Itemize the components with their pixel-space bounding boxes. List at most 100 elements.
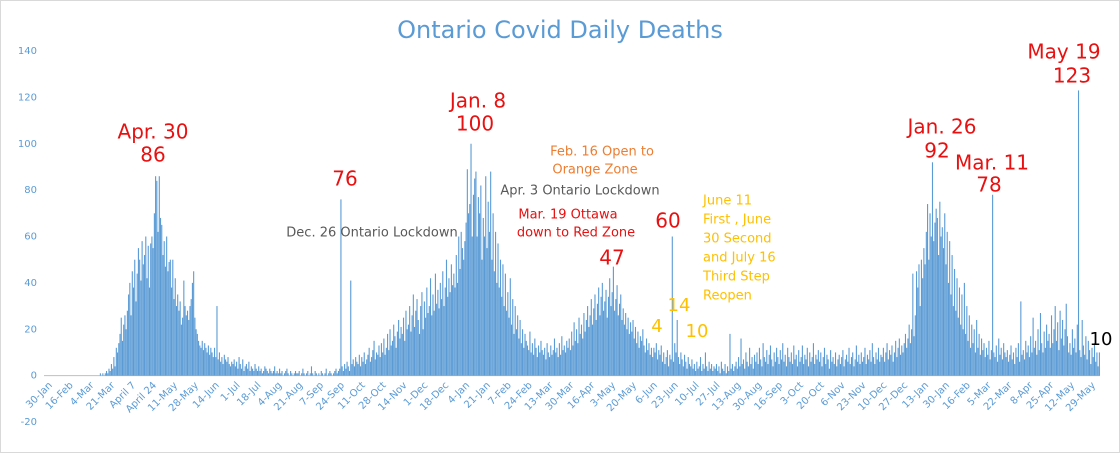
bar — [922, 278, 924, 376]
bar — [681, 359, 683, 376]
bar — [763, 357, 765, 376]
bar — [373, 340, 375, 376]
bar — [227, 357, 229, 376]
bar — [898, 338, 900, 376]
bar — [909, 343, 911, 376]
bar — [715, 364, 718, 376]
bar — [267, 373, 270, 376]
bar — [844, 359, 846, 376]
bar — [648, 343, 650, 376]
bar — [555, 352, 557, 376]
bar — [523, 347, 525, 376]
bar — [871, 343, 873, 376]
bar — [676, 319, 678, 376]
bar — [1037, 329, 1039, 376]
bar — [335, 368, 337, 376]
bar — [186, 310, 189, 376]
bar — [675, 352, 677, 376]
bar — [553, 338, 556, 376]
bar — [1036, 354, 1038, 376]
bar — [207, 345, 209, 376]
bar — [347, 366, 349, 376]
bar — [589, 315, 591, 376]
bar — [265, 368, 267, 376]
bar — [264, 366, 266, 376]
bar — [443, 306, 445, 376]
bar — [774, 361, 776, 376]
bar — [863, 357, 865, 376]
bar — [402, 317, 405, 376]
bar — [634, 326, 637, 376]
bar — [1062, 319, 1064, 376]
bar — [853, 366, 855, 376]
bar — [850, 357, 853, 376]
bar — [1025, 340, 1027, 376]
bar — [911, 329, 913, 376]
bar — [879, 361, 881, 376]
bar — [663, 352, 665, 376]
bar — [339, 368, 341, 376]
bar — [205, 347, 207, 376]
annotation: Mar. 11 — [955, 151, 1029, 175]
bar — [303, 373, 305, 376]
bar — [510, 324, 513, 376]
bar — [731, 364, 733, 376]
bar — [1016, 357, 1018, 376]
annotation: Mar. 19 Ottawa — [518, 208, 617, 223]
bar — [198, 340, 200, 376]
annotation: May 19 — [1027, 40, 1100, 64]
bar — [611, 292, 613, 376]
bar — [415, 310, 417, 376]
bar — [444, 287, 446, 376]
bar — [728, 370, 730, 376]
bar — [144, 255, 146, 376]
bar — [270, 370, 272, 376]
bar — [1004, 352, 1006, 376]
bar — [738, 357, 740, 376]
bar — [309, 373, 311, 376]
bar — [434, 273, 436, 376]
bar — [380, 343, 382, 376]
bar — [561, 336, 563, 376]
bar — [302, 368, 304, 376]
bar — [661, 361, 664, 376]
bar — [890, 354, 892, 376]
bar — [391, 340, 394, 376]
bar — [580, 324, 583, 376]
bar — [855, 345, 857, 376]
bar — [623, 324, 625, 376]
bar — [449, 292, 451, 376]
bar — [1031, 352, 1033, 376]
bar — [394, 336, 396, 376]
bar — [107, 373, 109, 376]
bar — [699, 357, 702, 376]
bar — [1085, 336, 1087, 376]
bar — [1033, 347, 1035, 376]
bar — [236, 361, 238, 376]
bar — [564, 352, 567, 376]
bar — [389, 329, 391, 376]
bar — [164, 266, 166, 376]
bar — [542, 354, 544, 376]
bar — [243, 370, 245, 376]
bar — [769, 345, 772, 376]
bar — [963, 282, 965, 376]
bar — [723, 370, 725, 376]
bar — [175, 306, 178, 376]
bar — [512, 299, 514, 376]
bar — [320, 370, 322, 376]
bar — [259, 370, 261, 376]
bar — [447, 296, 449, 376]
bar — [455, 255, 457, 376]
bar — [234, 366, 236, 376]
bar — [519, 319, 521, 376]
bar — [912, 273, 914, 376]
bar — [698, 366, 700, 376]
bar — [810, 361, 812, 376]
bar — [595, 319, 597, 376]
bar — [173, 299, 175, 376]
bar — [486, 248, 488, 376]
bar — [360, 366, 362, 376]
bar — [124, 315, 126, 376]
bar — [1089, 350, 1091, 376]
